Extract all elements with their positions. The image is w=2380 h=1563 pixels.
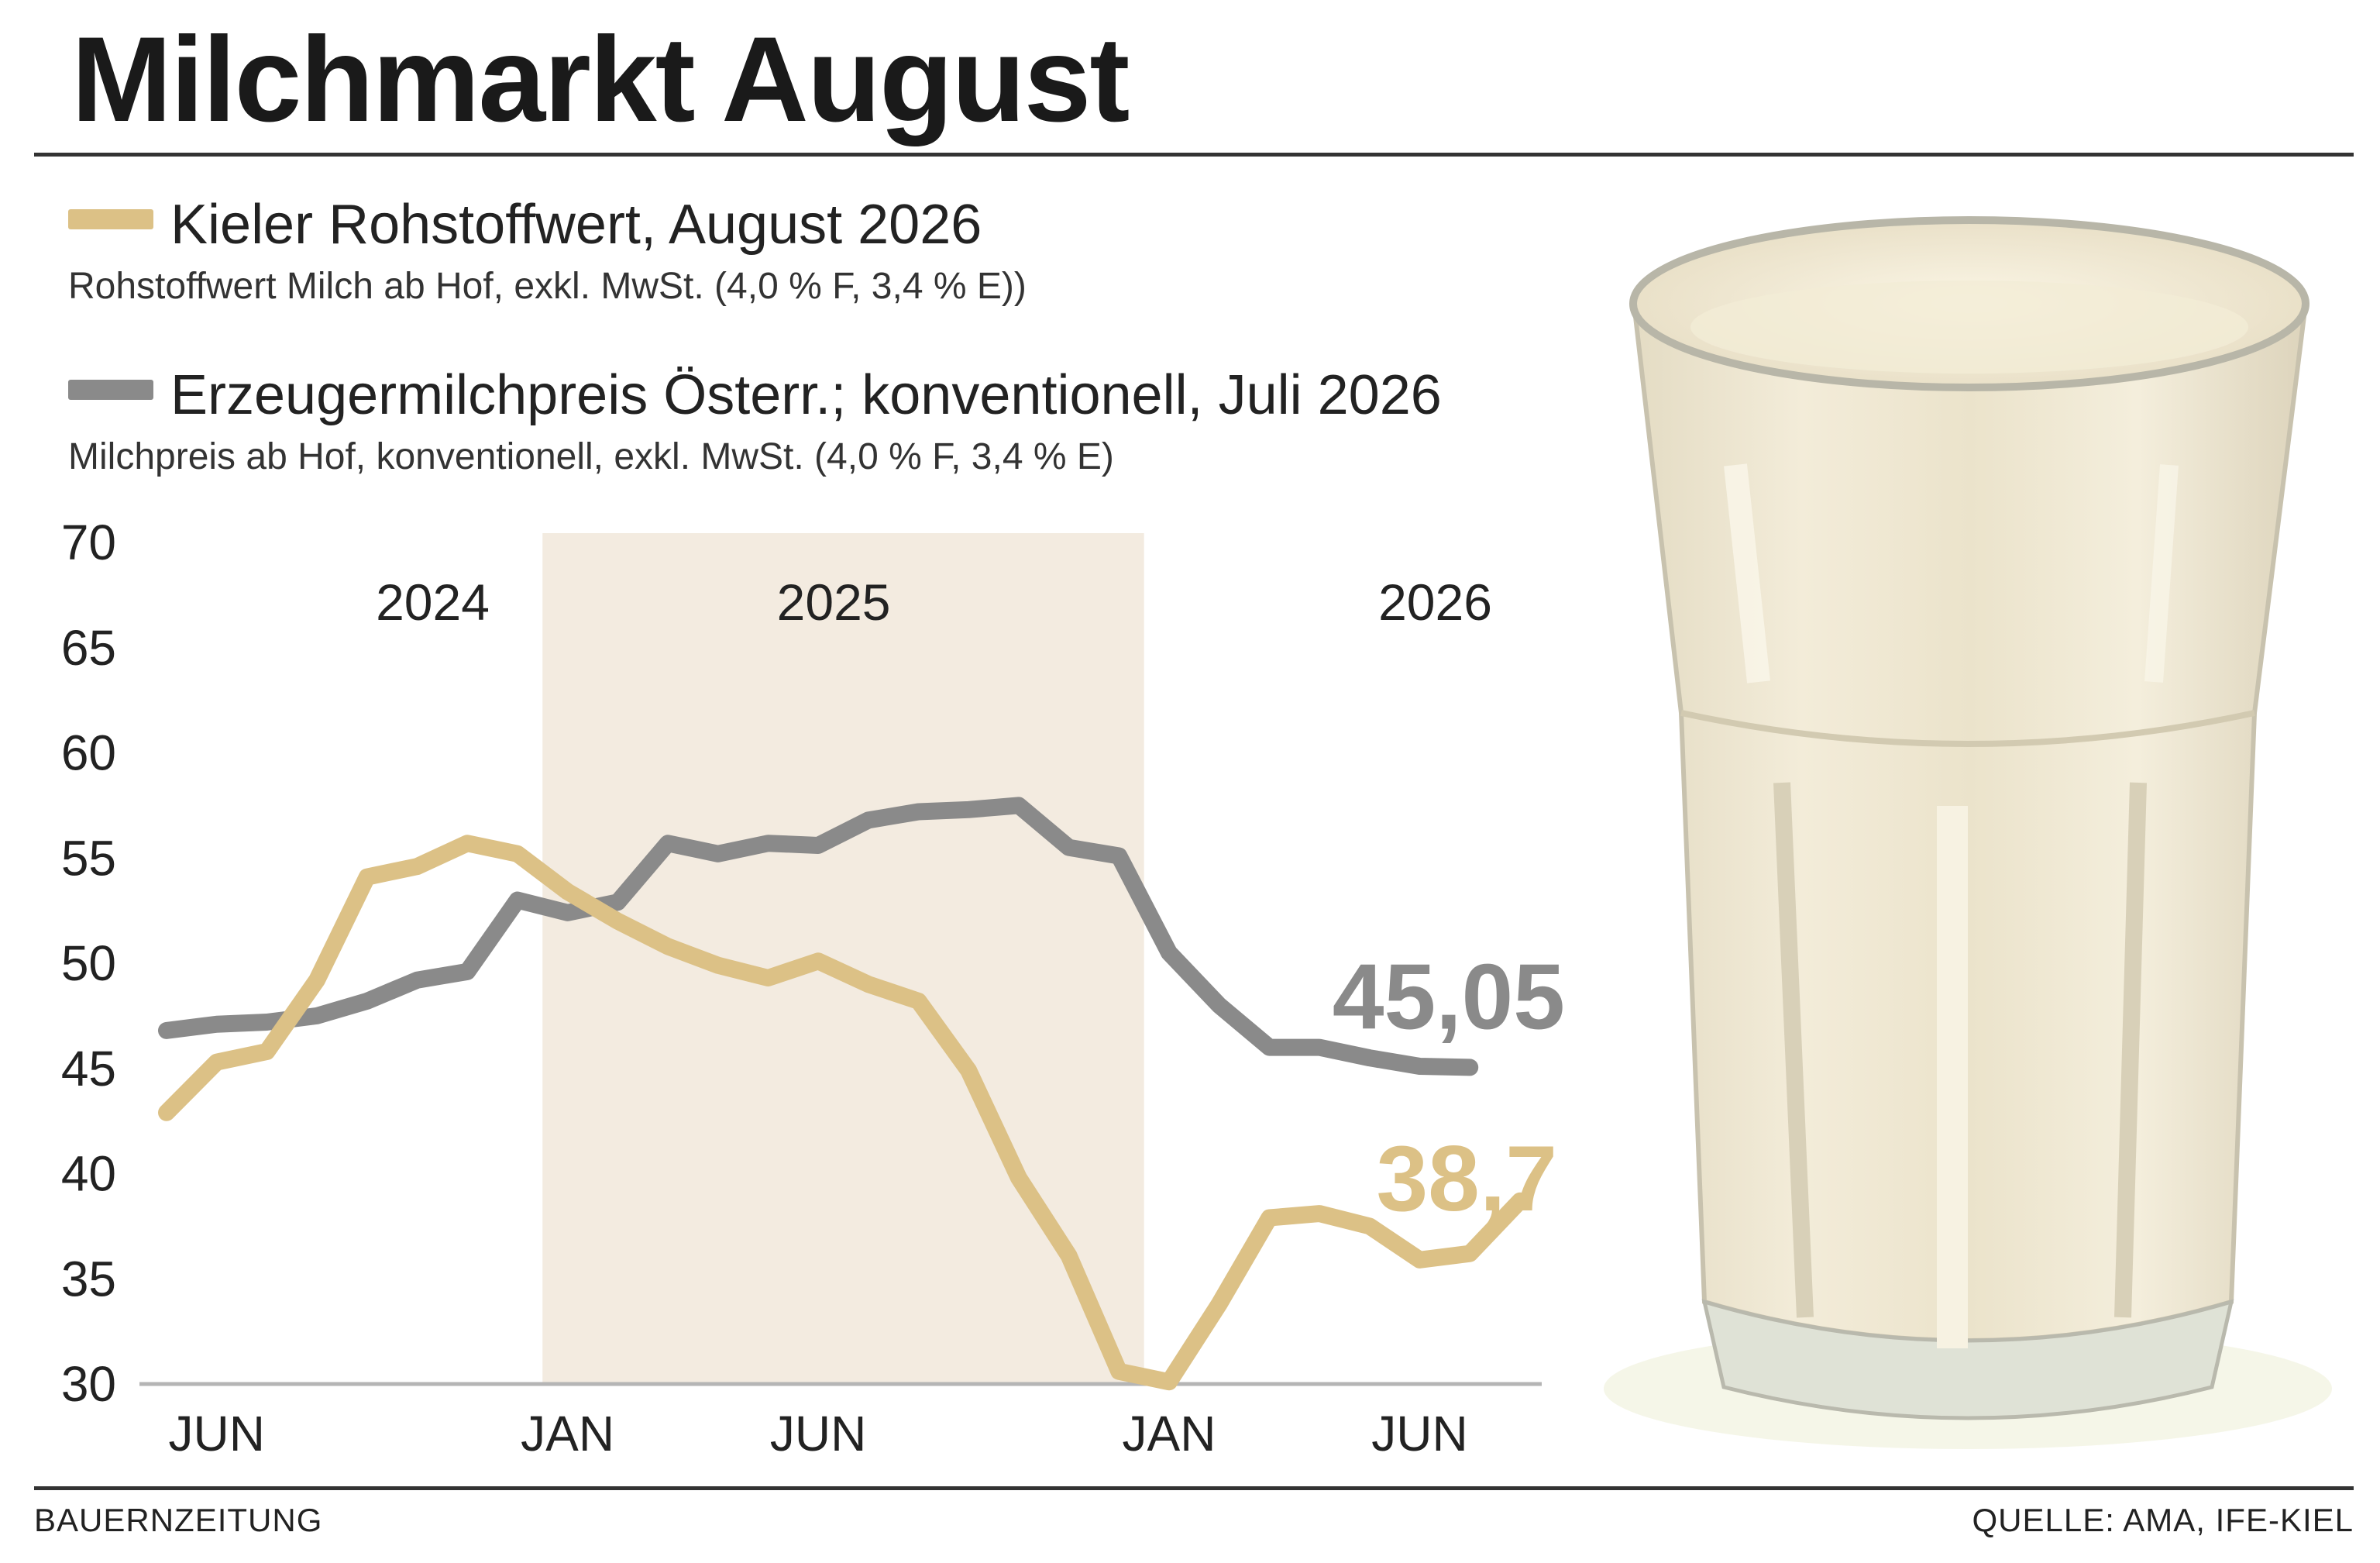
series-line-kieler — [158, 835, 1529, 1391]
y-tick-label: 50 — [61, 935, 116, 991]
legend-sublabel-kieler: Rohstoffwert Milch ab Hof, exkl. MwSt. (… — [68, 266, 1027, 307]
y-tick-label: 65 — [61, 620, 116, 676]
year-label: 2026 — [1378, 573, 1492, 631]
y-tick-label: 40 — [61, 1146, 116, 1202]
legend-label-erzeuger: Erzeugermilchpreis Österr.; konventionel… — [170, 364, 1442, 426]
x-tick-label: JAN — [1123, 1406, 1216, 1461]
chart-title: Milchmarkt August — [71, 12, 1130, 147]
footer-rule — [34, 1486, 2354, 1490]
y-tick-label: 60 — [61, 725, 116, 781]
y-tick-label: 45 — [61, 1041, 116, 1097]
legend-swatch-kieler — [68, 209, 153, 229]
year-label: 2025 — [777, 573, 891, 631]
annotation-erzeuger-value: 45,05 — [1333, 945, 1565, 1048]
legend-label-kieler: Kieler Rohstoffwert, August 2026 — [170, 194, 982, 256]
title-rule — [34, 153, 2354, 157]
y-tick-label: 35 — [61, 1251, 116, 1307]
footer-source: QUELLE: AMA, IFE-KIEL — [1972, 1502, 2354, 1538]
x-tick-label: JUN — [168, 1406, 264, 1461]
annotation-kieler-value: 38,7 — [1376, 1127, 1557, 1231]
x-tick-label: JUN — [1371, 1406, 1467, 1461]
series-line-erzeuger — [158, 797, 1479, 1076]
x-tick-label: JAN — [521, 1406, 614, 1461]
year-label: 2024 — [376, 573, 490, 631]
milk-glass-illustration — [1604, 216, 2332, 1449]
y-tick-label: 70 — [61, 515, 116, 570]
y-tick-label: 55 — [61, 830, 116, 886]
x-tick-label: JUN — [770, 1406, 866, 1461]
legend-swatch-erzeuger — [68, 380, 153, 400]
y-tick-label: 30 — [61, 1356, 116, 1412]
legend-sublabel-erzeuger: Milchpreis ab Hof, konventionell, exkl. … — [68, 436, 1114, 477]
shaded-year-band — [542, 533, 1144, 1384]
footer-publisher: BAUERNZEITUNG — [34, 1502, 323, 1538]
